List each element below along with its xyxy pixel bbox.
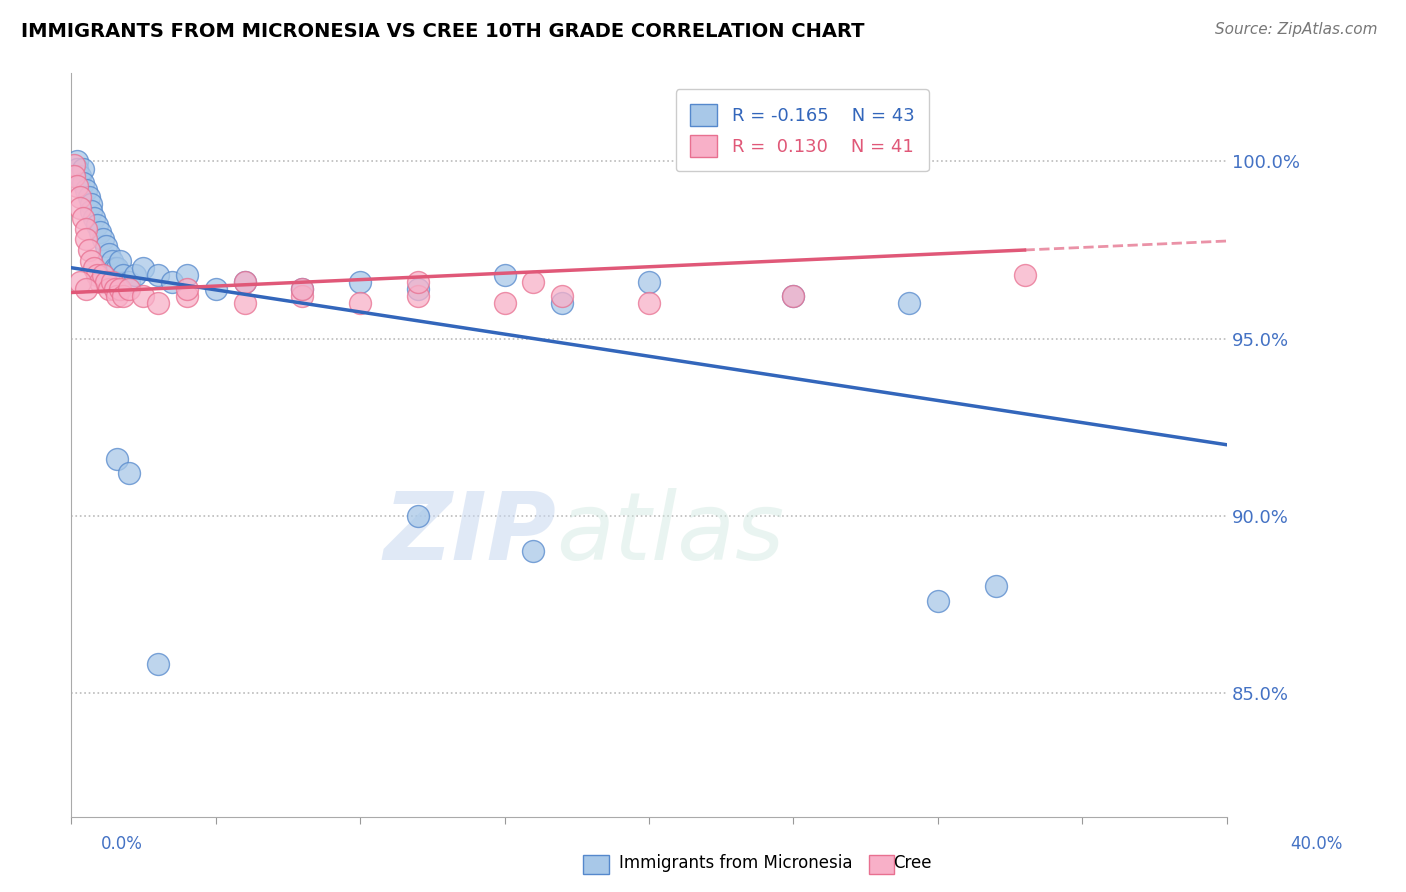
Point [406, 508, 429, 523]
Point [107, 451, 129, 466]
Point [75, 232, 97, 246]
Point [162, 275, 184, 289]
Point [124, 268, 146, 282]
Point [63, 169, 86, 183]
Text: Cree: Cree [893, 855, 931, 872]
Point [91, 232, 114, 246]
Point [89, 275, 111, 289]
Point [80, 204, 103, 219]
Point [94, 239, 117, 253]
Point [551, 296, 574, 310]
Point [349, 296, 371, 310]
Text: Immigrants from Micronesia: Immigrants from Micronesia [619, 855, 852, 872]
Text: atlas: atlas [557, 489, 785, 580]
Point [66, 154, 89, 169]
Point [77, 190, 100, 204]
Point [984, 579, 1007, 593]
Point [406, 275, 429, 289]
Point [112, 268, 135, 282]
Point [132, 260, 155, 275]
Point [204, 282, 226, 296]
Point [80, 253, 103, 268]
Point [132, 289, 155, 303]
Point [118, 275, 141, 289]
Point [77, 243, 100, 257]
Point [638, 275, 661, 289]
Point [291, 282, 314, 296]
Point [66, 161, 89, 176]
Point [107, 260, 129, 275]
Point [94, 275, 117, 289]
Point [72, 161, 94, 176]
Point [75, 282, 97, 296]
Point [522, 275, 544, 289]
Point [118, 466, 141, 480]
Point [112, 289, 135, 303]
Point [494, 268, 516, 282]
Point [83, 211, 105, 226]
Legend: R = -0.165    N = 43, R =  0.130    N = 41: R = -0.165 N = 43, R = 0.130 N = 41 [676, 89, 929, 171]
Point [83, 260, 105, 275]
Text: 40.0%: 40.0% [1291, 835, 1343, 853]
Point [176, 268, 198, 282]
Point [103, 282, 125, 296]
Point [69, 169, 91, 183]
Point [72, 211, 94, 226]
Point [75, 183, 97, 197]
Point [349, 275, 371, 289]
Point [110, 282, 132, 296]
Point [898, 296, 921, 310]
Point [100, 253, 122, 268]
Point [176, 282, 198, 296]
Point [291, 282, 314, 296]
Point [176, 289, 198, 303]
Point [1014, 268, 1036, 282]
Point [782, 289, 804, 303]
Text: IMMIGRANTS FROM MICRONESIA VS CREE 10TH GRADE CORRELATION CHART: IMMIGRANTS FROM MICRONESIA VS CREE 10TH … [21, 22, 865, 41]
Text: 0.0%: 0.0% [101, 835, 143, 853]
Point [638, 296, 661, 310]
Point [80, 197, 103, 211]
Point [86, 219, 108, 233]
Point [522, 544, 544, 558]
Point [233, 275, 256, 289]
Text: ZIP: ZIP [384, 488, 557, 580]
Point [146, 268, 169, 282]
Point [91, 268, 114, 282]
Point [146, 657, 169, 672]
Point [406, 289, 429, 303]
Point [97, 282, 120, 296]
Point [69, 201, 91, 215]
Point [97, 246, 120, 260]
Point [782, 289, 804, 303]
Point [927, 593, 949, 607]
Point [100, 275, 122, 289]
Point [118, 282, 141, 296]
Point [75, 221, 97, 235]
Point [72, 176, 94, 190]
Point [110, 253, 132, 268]
Point [406, 282, 429, 296]
Point [86, 268, 108, 282]
Point [63, 158, 86, 172]
Point [89, 225, 111, 239]
Point [103, 260, 125, 275]
Point [291, 289, 314, 303]
Point [233, 275, 256, 289]
Point [66, 179, 89, 194]
Point [107, 289, 129, 303]
Point [551, 289, 574, 303]
Point [494, 296, 516, 310]
Text: Source: ZipAtlas.com: Source: ZipAtlas.com [1215, 22, 1378, 37]
Point [69, 190, 91, 204]
Point [233, 296, 256, 310]
Point [69, 275, 91, 289]
Point [146, 296, 169, 310]
